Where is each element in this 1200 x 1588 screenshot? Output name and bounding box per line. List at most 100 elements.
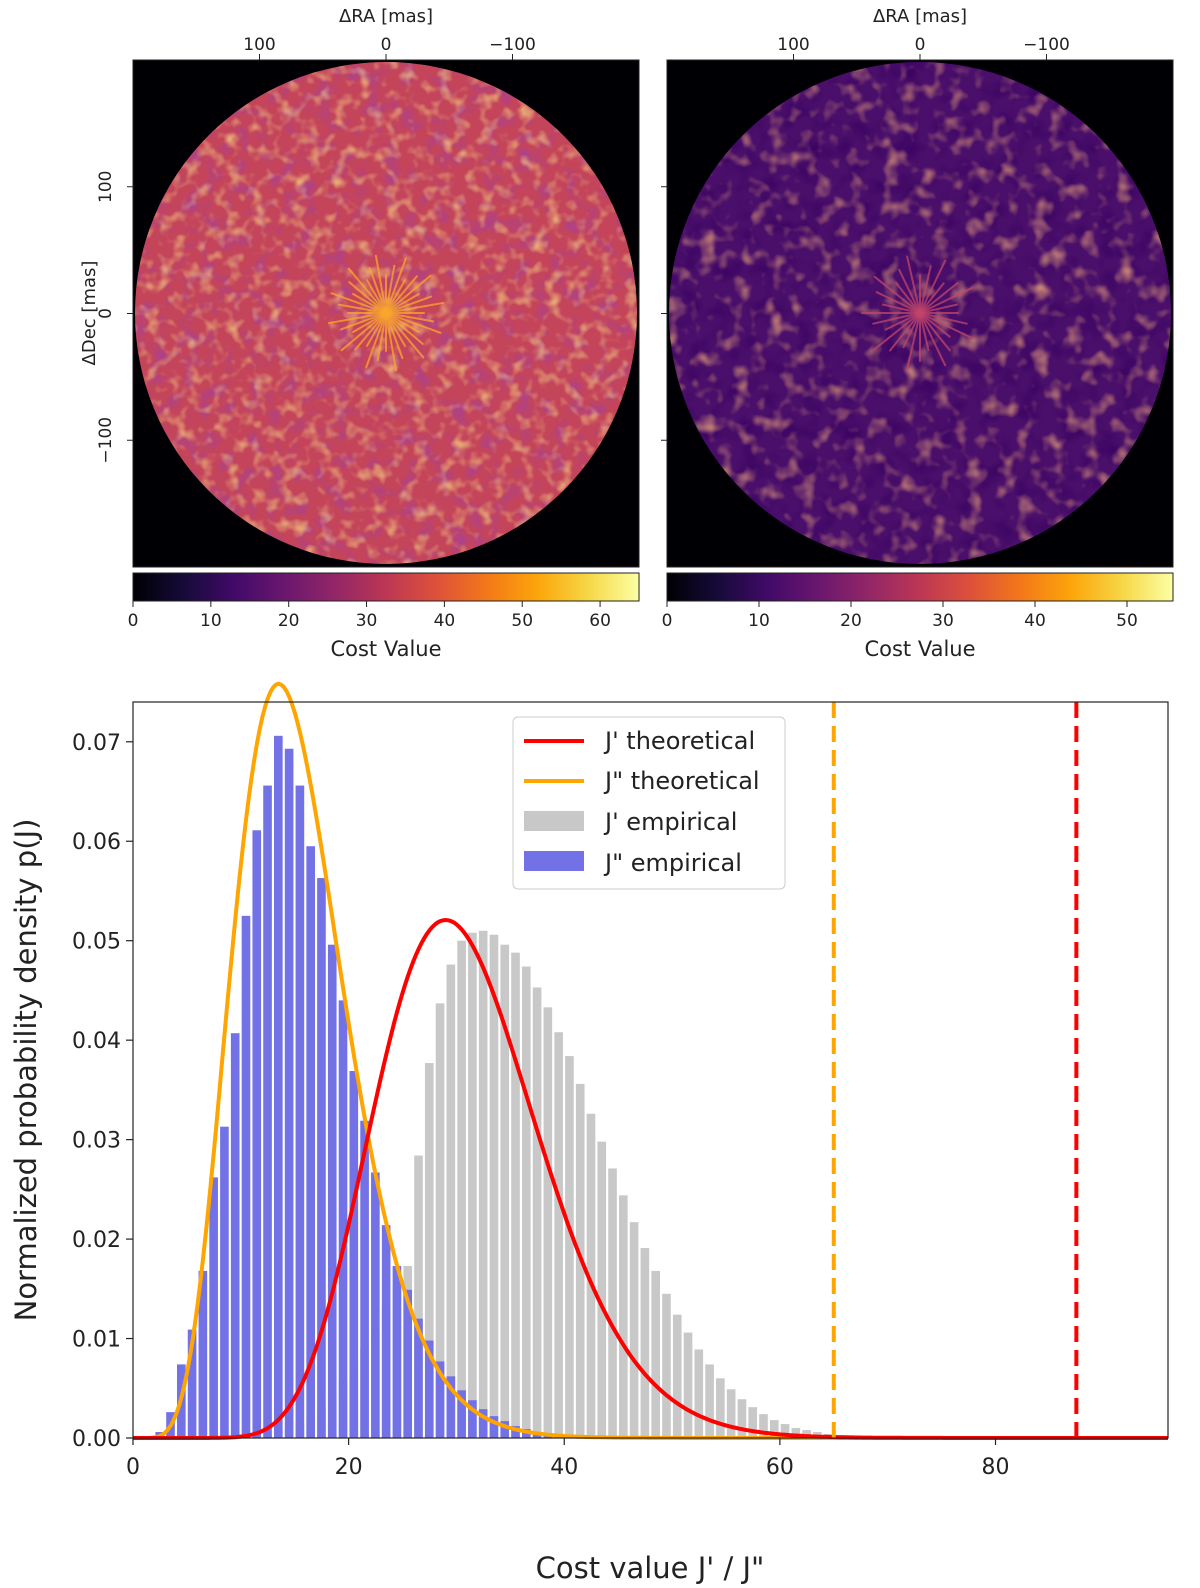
j-prime-empirical-bar [780, 1424, 790, 1438]
starburst-ray [919, 303, 959, 314]
j-prime-empirical-bar [791, 1428, 801, 1438]
starburst-ray [919, 312, 951, 352]
j-double-prime-empirical-bar [241, 915, 251, 1438]
j-prime-empirical-bar [586, 1113, 596, 1438]
starburst-ray [385, 274, 432, 314]
j-double-prime-empirical-bar [349, 1070, 359, 1438]
map-left-top-axis-label: ΔRA [mas] [339, 6, 433, 27]
j-double-prime-empirical-bar [424, 1340, 434, 1438]
starburst-ray [385, 312, 398, 372]
histogram-x-tick-label: 40 [550, 1455, 578, 1480]
j-prime-empirical-bar [435, 1003, 445, 1438]
colorbar-right-tick-label: 40 [1024, 611, 1046, 631]
map-right-top-tick-label: 100 [777, 35, 809, 55]
legend-label-j-double-prime-theoretical: J" theoretical [603, 767, 760, 795]
starburst-ray [352, 293, 387, 314]
j-double-prime-empirical-bar [511, 1426, 520, 1438]
j-double-prime-empirical-bar [187, 1329, 197, 1438]
j-double-prime-empirical-bar [446, 1376, 456, 1438]
colorbar-left-tick-label: 50 [511, 611, 533, 631]
histogram-x-tick-label: 0 [126, 1455, 140, 1480]
j-prime-empirical-bar [489, 934, 499, 1438]
starburst-ray [385, 312, 404, 360]
j-prime-empirical-bar [802, 1430, 811, 1438]
j-prime-empirical-bar [414, 1155, 423, 1438]
histogram-panel: 0 20 40 60 80 0.000.010.020.030.040.050.060.… [9, 681, 1169, 1585]
starburst-ray [919, 282, 945, 314]
starburst-ray [374, 254, 387, 314]
j-prime-empirical-bar [683, 1332, 693, 1438]
map-left-top-ticks: 100 0 −100 [243, 35, 536, 60]
j-prime-empirical-bar [737, 1399, 747, 1438]
histogram-y-tick-label: 0.01 [72, 1328, 121, 1353]
j-prime-empirical-bar [597, 1141, 607, 1438]
map-left-top-tick-label: 0 [381, 35, 392, 55]
starburst-ray [385, 275, 418, 314]
histogram-frame [132, 701, 1169, 1439]
colorbar-right-label: Cost Value [864, 637, 975, 661]
j-prime-empirical-bar [521, 966, 531, 1438]
colorbar-right: 0 10 20 30 40 50 Cost Value [662, 572, 1174, 661]
histogram-y-tick-label: 0.03 [72, 1129, 121, 1154]
histogram-y-tick-label: 0.02 [72, 1228, 121, 1253]
starburst-ray [919, 265, 932, 314]
starburst-ray [376, 312, 387, 362]
map-left-left-ticks: 100 0 −100 [96, 171, 133, 464]
j-double-prime-empirical-bar [403, 1289, 413, 1438]
j-prime-empirical-bar [705, 1364, 714, 1438]
legend-swatch-j-prime-empirical [524, 811, 584, 831]
map-left-top-tick-label: 100 [243, 35, 275, 55]
starburst-ray [919, 312, 974, 340]
starburst-ray [906, 255, 921, 314]
starburst-ray [348, 281, 387, 314]
starburst-ray [347, 267, 387, 314]
colorbar-left-gradient [132, 572, 640, 602]
j-double-prime-empirical-bar [198, 1270, 208, 1438]
j-prime-empirical-bar [651, 1270, 660, 1438]
starburst-ray [385, 312, 406, 347]
colorbar-left-tick-label: 0 [128, 611, 139, 631]
starburst-ray [385, 293, 420, 314]
histogram-x-ticks: 0 20 40 60 80 [126, 1438, 1010, 1480]
starburst-ray [906, 312, 921, 371]
map-left-left-tick-label: −100 [96, 417, 116, 464]
map-right-left-ticks [661, 186, 667, 441]
j-double-prime-empirical-bar [220, 1126, 229, 1438]
j-prime-empirical-bar [457, 940, 466, 1438]
starburst-ray [327, 312, 387, 325]
starburst-ray [889, 312, 921, 352]
colorbar-right-tick-label: 30 [932, 611, 954, 631]
starburst-ray [385, 279, 406, 314]
starburst-ray [385, 301, 445, 314]
j-double-prime-empirical-bar [338, 1000, 348, 1438]
starburst-ray [919, 286, 974, 314]
threshold-lines [831, 702, 1079, 1438]
starburst-ray [385, 312, 424, 345]
starburst-ray [873, 312, 921, 351]
j-prime-empirical-bar [640, 1248, 650, 1438]
j-prime-empirical-bar [748, 1407, 758, 1438]
j-prime-empirical-bar [554, 1032, 563, 1438]
histogram-x-tick-label: 60 [766, 1455, 794, 1480]
colorbar-left-label: Cost Value [330, 637, 441, 661]
map-left-left-tick-label: 100 [96, 171, 116, 203]
histogram-x-tick-label: 20 [335, 1455, 363, 1480]
legend-box [512, 716, 786, 890]
j-prime-empirical-bar [543, 1007, 553, 1438]
j-double-prime-empirical-bar [457, 1390, 466, 1438]
histogram-x-tick-label: 80 [982, 1455, 1010, 1480]
j-prime-empirical-bar [532, 987, 542, 1438]
starburst-ray [385, 312, 420, 333]
starburst-ray [884, 312, 921, 331]
starburst-ray [368, 266, 387, 314]
j-double-prime-empirical-bar [295, 785, 305, 1438]
legend-label-j-prime-theoretical: J' theoretical [603, 727, 755, 755]
map-right-top-tick-label: −100 [1023, 35, 1070, 55]
j-double-prime-empirical-bar [435, 1361, 445, 1438]
starburst-ray [385, 312, 425, 359]
j-double-prime-empirical-bar [381, 1225, 391, 1438]
cost-map-left [132, 59, 640, 568]
j-prime-empirical-bar [468, 932, 477, 1438]
colorbar-right-tick-label: 10 [748, 611, 770, 631]
starburst-ray [337, 303, 387, 314]
